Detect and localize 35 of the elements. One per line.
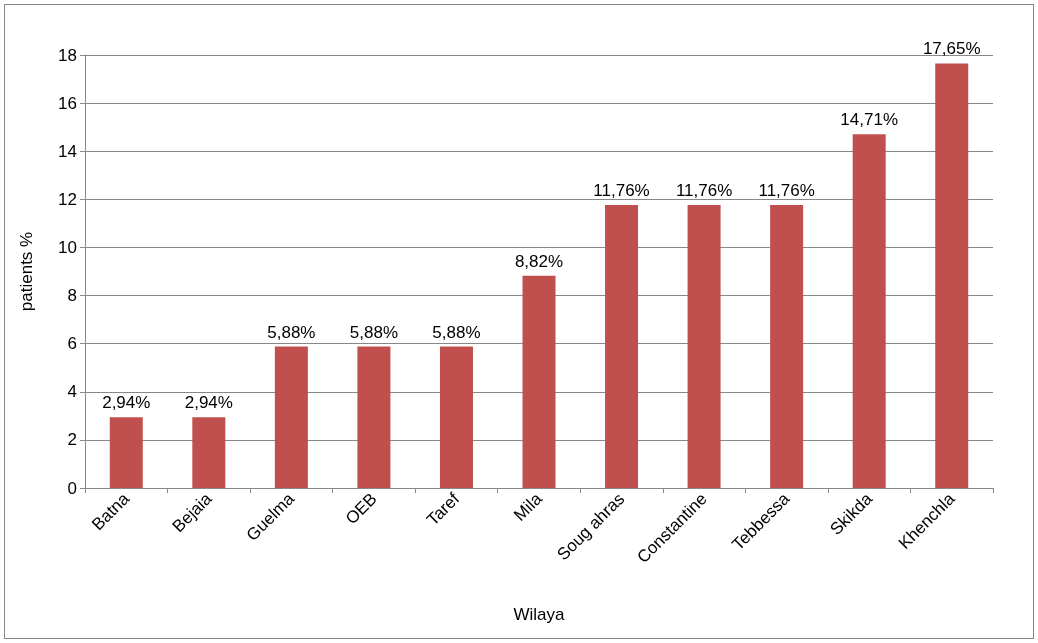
y-tick-label: 10 [58,237,77,257]
y-tick-label: 12 [58,189,77,209]
bar [935,63,969,488]
y-tick-label: 16 [58,93,77,113]
y-tick-label: 4 [67,382,77,402]
data-label: 5,88% [349,322,399,342]
y-axis-title: patients % [17,231,36,312]
bar [192,417,226,488]
bar [605,205,639,488]
data-label: 17,65% [922,39,981,59]
data-label: 14,71% [840,110,899,130]
y-tick-label: 0 [67,478,77,498]
x-axis-title: Wilaya [513,605,566,624]
y-tick-label: 6 [67,334,77,354]
bar [687,205,721,488]
data-label: 2,94% [102,393,151,413]
y-tick-label: 14 [58,141,77,161]
bar [109,417,143,488]
data-label: 11,76% [758,181,815,201]
data-label: 8,82% [514,251,564,271]
data-label: 11,76% [593,181,650,201]
data-label: 5,88% [432,322,481,342]
x-tick-label: Mila [510,488,547,525]
y-tick-label: 18 [58,45,77,65]
bar [522,275,556,488]
bar [852,134,886,488]
y-tick-label: 2 [67,430,77,450]
data-label: 2,94% [184,393,233,413]
y-tick-label: 8 [67,286,77,306]
bar [274,346,308,488]
bar [770,205,804,488]
bar [357,346,391,488]
bar [439,346,473,488]
data-label: 5,88% [267,322,316,342]
data-label: 11,76% [675,181,733,201]
